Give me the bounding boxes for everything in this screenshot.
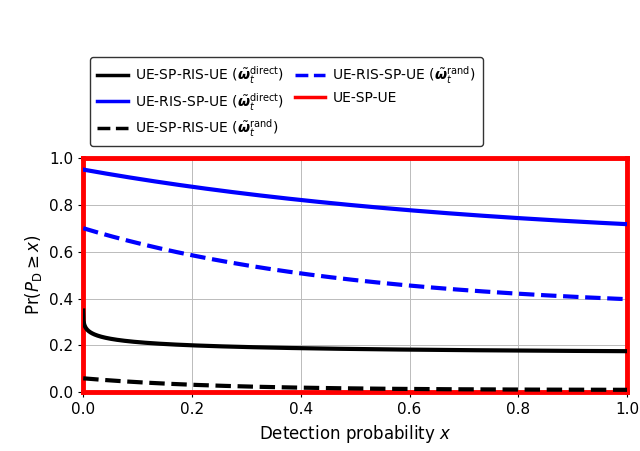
Legend: UE-SP-RIS-UE ($\tilde{\boldsymbol{\omega}}_t^{\mathrm{direct}}$), UE-RIS-SP-UE (: UE-SP-RIS-UE ($\tilde{\boldsymbol{\omega… <box>90 57 483 146</box>
Y-axis label: $\Pr(P_{\mathrm{D}} \geq x)$: $\Pr(P_{\mathrm{D}} \geq x)$ <box>22 235 44 315</box>
X-axis label: Detection probability $x$: Detection probability $x$ <box>259 423 451 445</box>
